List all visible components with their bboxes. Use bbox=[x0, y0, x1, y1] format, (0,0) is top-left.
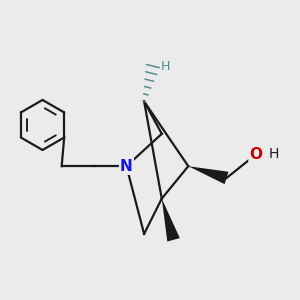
Text: N: N bbox=[120, 159, 133, 174]
Text: H: H bbox=[160, 60, 170, 73]
Polygon shape bbox=[188, 166, 229, 184]
Text: H: H bbox=[268, 147, 279, 161]
Polygon shape bbox=[162, 199, 180, 242]
Text: O: O bbox=[250, 147, 262, 162]
